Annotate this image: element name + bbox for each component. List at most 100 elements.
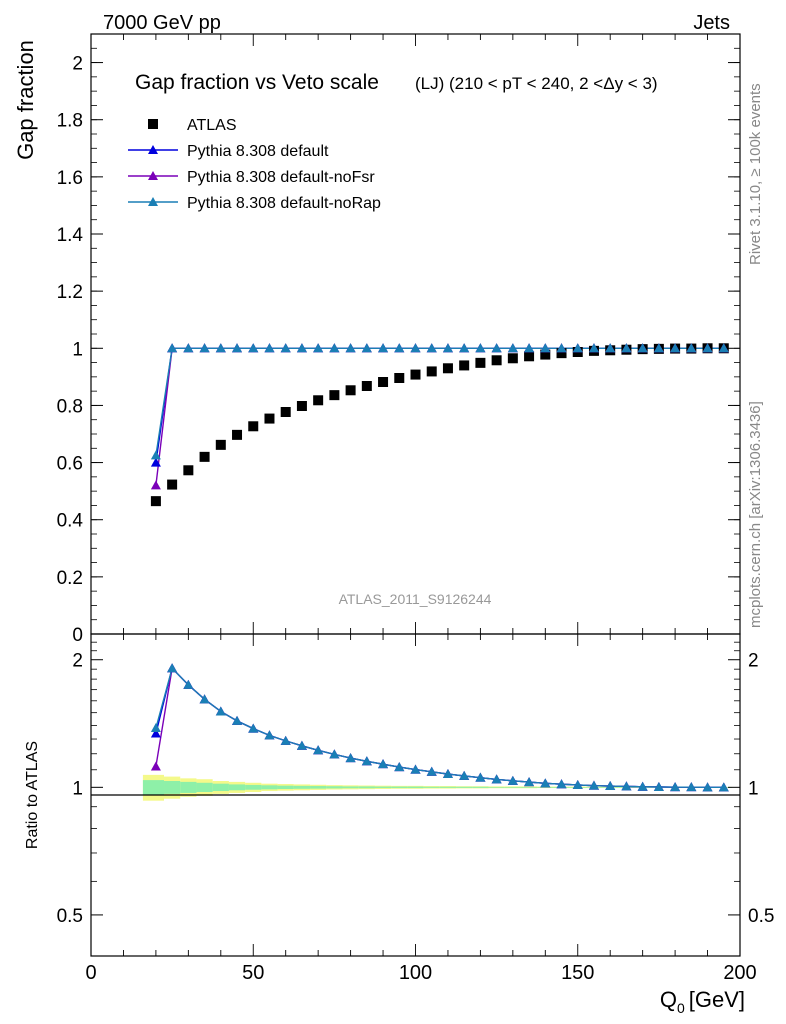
data-point-atlas xyxy=(167,479,178,490)
data-point-atlas xyxy=(491,355,502,366)
data-point-pythia-8-308-default-norap xyxy=(475,343,486,353)
data-point-atlas xyxy=(296,401,307,411)
ratio-point-pythia-8-308-default-norap xyxy=(378,759,389,769)
ratio-point-pythia-8-308-default-norap xyxy=(702,782,713,792)
band-inner-segment xyxy=(504,786,521,788)
ratio-point-pythia-8-308-default-norap xyxy=(442,769,453,779)
data-point-pythia-8-308-default-norap xyxy=(313,343,324,353)
legend-marker xyxy=(148,145,158,154)
ratio-point-pythia-8-308-default-norap xyxy=(605,781,616,791)
ratio-y-tick-label-right: 0.5 xyxy=(748,906,774,927)
band-inner-segment xyxy=(520,786,538,788)
data-point-pythia-8-308-default-norap xyxy=(491,343,502,353)
ratio-point-pythia-8-308-default-norap xyxy=(313,745,324,755)
data-point-atlas xyxy=(183,465,194,476)
band-inner-segment xyxy=(488,786,505,788)
band-inner-segment xyxy=(180,781,197,793)
legend-entry-label: Pythia 8.308 default-noFsr xyxy=(187,169,375,186)
data-point-pythia-8-308-default-norap xyxy=(150,450,161,460)
data-point-pythia-8-308-default-norap xyxy=(280,343,291,353)
data-point-pythia-8-308-default-norap xyxy=(410,343,421,353)
main-chart-title: Gap fraction vs Veto scale xyxy=(135,71,379,94)
main-panel: 0 0.2 0.4 0.6 0.8 1 1.2 1.4 1.6 1.8 2 Gap fraction… xyxy=(13,33,741,646)
ratio-point-pythia-8-308-default-norap xyxy=(588,780,599,790)
data-point-pythia-8-308-default-norap xyxy=(572,343,583,353)
data-point-pythia-8-308-default-norap xyxy=(232,343,243,353)
data-point-atlas xyxy=(215,439,226,450)
main-y-tick-label: 0.6 xyxy=(57,454,83,475)
data-point-pythia-8-308-default-norap xyxy=(588,343,599,353)
x-tick-label: 100 xyxy=(399,962,432,984)
ratio-line-pythia-8-308-default-norap xyxy=(155,666,724,789)
legend-marker-atlas xyxy=(148,119,158,129)
data-point-pythia-8-308-default-norap xyxy=(556,343,567,353)
band-inner-segment xyxy=(472,786,489,788)
band-inner-segment xyxy=(261,785,278,790)
band-inner-segment xyxy=(196,782,213,792)
data-point-pythia-8-308-default-norap xyxy=(167,343,178,353)
data-point-pythia-8-308-default-norap xyxy=(637,343,648,353)
data-point-atlas xyxy=(507,353,518,364)
data-point-pythia-8-308-default-norap xyxy=(653,343,664,353)
main-y-tick-label: 0.2 xyxy=(57,568,83,589)
main-series-layer xyxy=(150,343,729,507)
main-chart-subtitle: (LJ) (210 < pT < 240, 2 <Δy < 3) xyxy=(415,74,658,93)
data-point-atlas xyxy=(540,349,551,360)
ratio-point-pythia-8-308-default xyxy=(150,728,161,738)
legend-entry-label: Pythia 8.308 default xyxy=(187,143,329,160)
data-point-atlas xyxy=(345,385,356,396)
main-y-axis-label: Gap fraction xyxy=(13,40,38,160)
data-point-pythia-8-308-default-norap xyxy=(183,343,194,353)
data-point-atlas xyxy=(459,360,470,371)
data-point-pythia-8-308-default-norap xyxy=(296,343,307,353)
main-y-tick-label: 0.4 xyxy=(57,511,84,532)
data-point-pythia-8-308-default-norap xyxy=(442,343,453,353)
data-point-atlas xyxy=(556,348,567,359)
band-inner-segment xyxy=(537,786,554,788)
data-point-pythia-8-308-default-nofsr xyxy=(150,480,161,490)
data-point-pythia-8-308-default-norap xyxy=(378,343,389,353)
data-point-pythia-8-308-default-norap xyxy=(670,343,681,353)
ratio-y-tick-label-left: 0.5 xyxy=(57,906,83,927)
ratio-point-pythia-8-308-default-norap xyxy=(426,766,437,776)
data-point-atlas xyxy=(232,429,243,440)
band-inner-segment xyxy=(212,783,229,792)
data-point-pythia-8-308-default-norap xyxy=(264,343,275,353)
ratio-point-pythia-8-308-default-norap xyxy=(653,781,664,791)
data-point-pythia-8-308-default-norap xyxy=(215,343,226,353)
band-inner-segment xyxy=(358,786,375,789)
ratio-point-pythia-8-308-default-norap xyxy=(296,740,307,750)
ratio-point-pythia-8-308-default-norap xyxy=(232,715,243,725)
ratio-point-pythia-8-308-default-norap xyxy=(199,694,210,704)
band-inner-segment xyxy=(374,786,392,789)
data-point-pythia-8-308-default-norap xyxy=(248,343,259,353)
data-point-atlas xyxy=(313,395,324,406)
data-point-atlas xyxy=(475,357,486,368)
ratio-point-pythia-8-308-default-norap xyxy=(150,723,161,733)
band-inner-segment xyxy=(310,786,327,789)
ratio-point-pythia-8-308-default-norap xyxy=(361,756,372,766)
ratio-point-pythia-8-308-default-norap xyxy=(345,753,356,763)
data-point-atlas xyxy=(150,496,161,507)
header-left-label: 7000 GeV pp xyxy=(103,12,221,34)
data-point-atlas xyxy=(329,390,340,401)
x-tick-label: 0 xyxy=(85,962,96,984)
data-point-atlas xyxy=(410,369,421,380)
ratio-panel: 0.5 0.5 1 1 2 2 0 50 100 150 200 Ratio to ATLAS Q… xyxy=(24,633,774,1016)
data-point-pythia-8-308-default xyxy=(150,457,161,467)
main-y-axis: 0 0.2 0.4 0.6 0.8 1 1.2 1.4 1.6 1.8 2 xyxy=(57,33,740,646)
legend: ATLAS Pythia 8.308 default Pythia 8.308 de… xyxy=(128,117,381,212)
ratio-y-tick-label-right: 1 xyxy=(748,778,759,799)
data-point-pythia-8-308-default-norap xyxy=(605,343,616,353)
ratio-point-pythia-8-308-default-norap xyxy=(670,782,681,792)
band-inner-segment xyxy=(245,784,262,790)
data-point-pythia-8-308-default-norap xyxy=(686,343,697,353)
main-y-tick-label: 1.6 xyxy=(57,168,83,189)
ratio-y-axis: 0.5 0.5 1 1 2 2 xyxy=(57,641,774,927)
data-point-pythia-8-308-default-norap xyxy=(507,343,518,353)
band-inner-segment xyxy=(423,786,440,788)
band-inner-segment xyxy=(391,786,408,789)
legend-entry-label: ATLAS xyxy=(187,117,237,134)
band-inner-segment xyxy=(277,785,294,789)
